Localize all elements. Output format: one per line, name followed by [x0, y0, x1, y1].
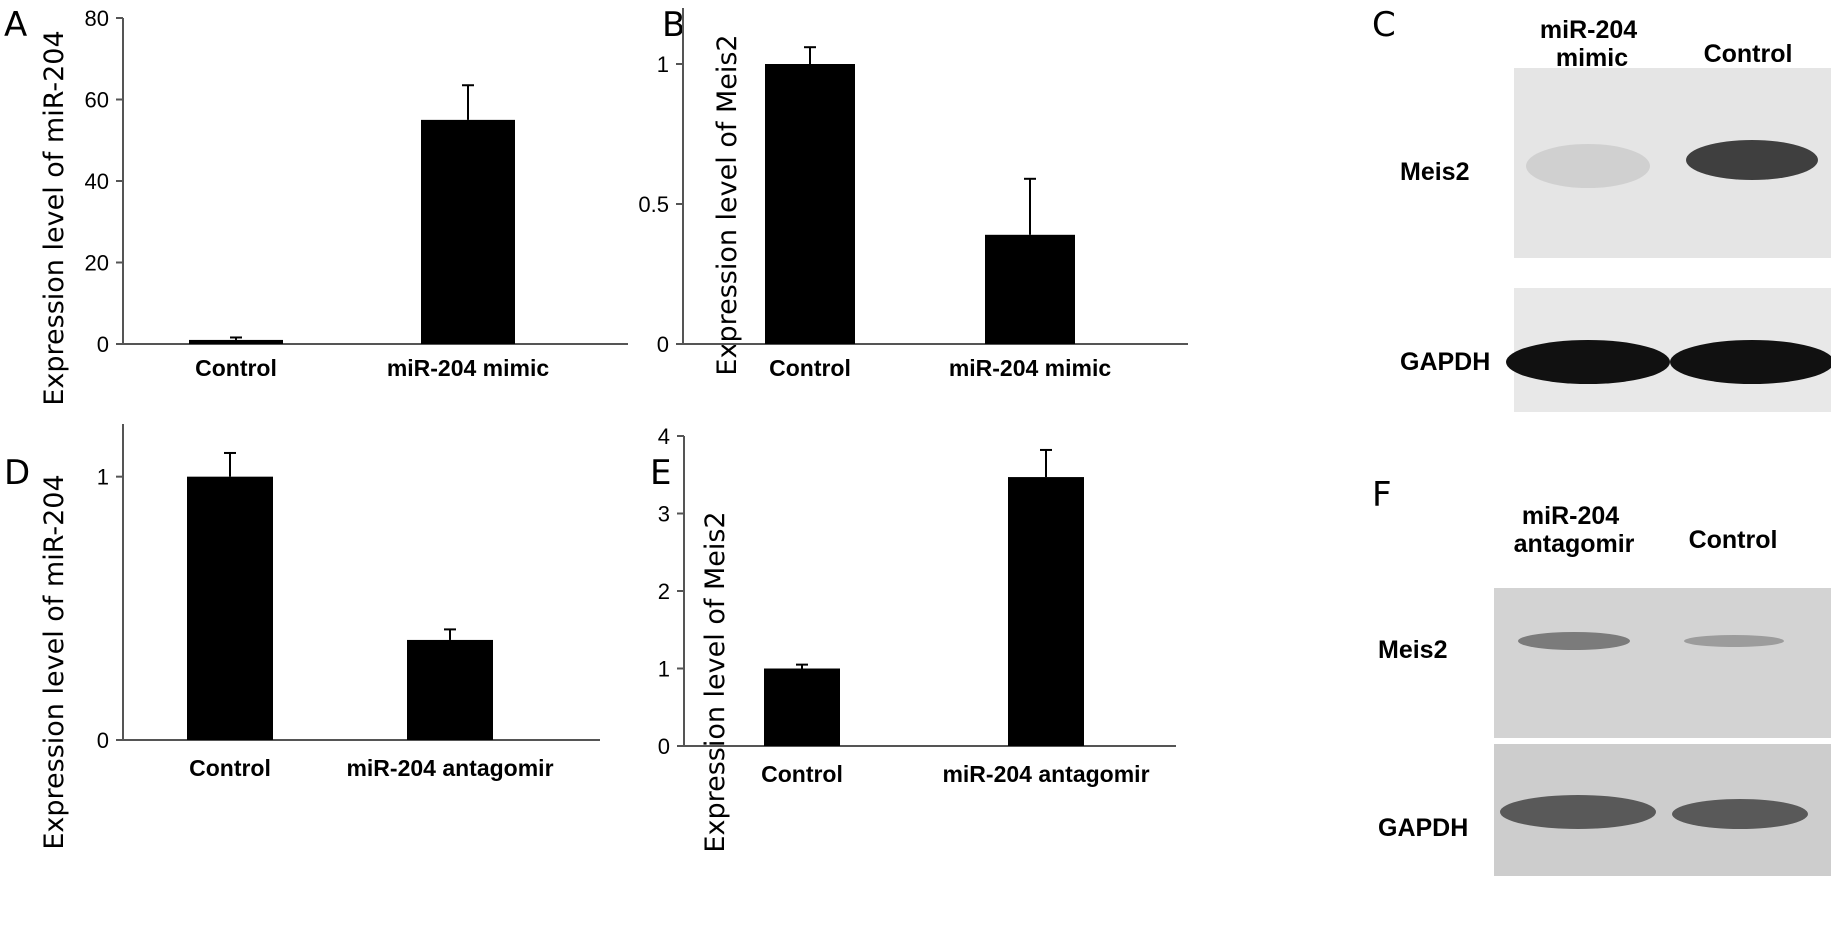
chart-a-ytick-label: 80	[85, 6, 109, 31]
chart-e-ytick-label: 2	[658, 579, 670, 604]
blot-c-meis2-band-lane-1	[1526, 144, 1650, 188]
blot-c-lane-1-label: miR-204 mimic	[1540, 16, 1644, 72]
blot-c-gapdh-band-lane-2	[1670, 340, 1831, 384]
chart-b-ytick-label: 0.5	[638, 192, 669, 217]
panel-label-e: E	[650, 453, 671, 493]
chart-e: Expression level of Meis2 0 1 2 3 4 Control mi…	[658, 424, 1176, 853]
blot-c-gapdh-band-lane-1	[1506, 340, 1670, 384]
chart-a-ytick-label: 20	[85, 251, 109, 276]
panel-label-a: A	[4, 5, 27, 45]
chart-a-ylabel: Expression level of miR-204	[39, 30, 70, 405]
chart-d-category-label: Control	[189, 755, 271, 781]
blot-f-row-gapdh-label: GAPDH	[1378, 814, 1468, 842]
blot-f-row-meis2-label: Meis2	[1378, 636, 1447, 664]
chart-e-category-label: Control	[761, 761, 843, 787]
blot-f-lane-1-line-2: antagomir	[1514, 530, 1635, 558]
chart-b-category-label: Control	[769, 355, 851, 381]
chart-b-ytick-label: 0	[657, 332, 669, 357]
blot-c-meis2-band-lane-2	[1686, 140, 1818, 180]
chart-b-ylabel: Expression level of Meis2	[712, 34, 743, 375]
chart-b: Expression level of Meis2 0 0.5 1 Control mi…	[638, 8, 1188, 381]
western-blot-f: miR-204 antagomir Control Meis2 GAPDH	[1378, 502, 1831, 876]
panel-label-d: D	[4, 453, 30, 493]
blot-c-row-gapdh-label: GAPDH	[1400, 348, 1490, 376]
chart-e-ylabel: Expression level of Meis2	[700, 511, 731, 852]
panel-label-f: F	[1372, 475, 1392, 515]
chart-e-ytick-label: 0	[658, 734, 670, 759]
chart-b-category-label: miR-204 mimic	[949, 355, 1112, 381]
panel-label-b: B	[662, 5, 685, 45]
chart-e-ytick-label: 3	[658, 502, 670, 527]
chart-a-bar	[189, 339, 283, 344]
chart-a-ytick-label: 60	[85, 88, 109, 113]
chart-e-category-label: miR-204 antagomir	[942, 761, 1149, 787]
chart-a-bar	[421, 119, 515, 344]
chart-e-ytick-label: 4	[658, 424, 670, 449]
blot-f-meis2-band-lane-2	[1684, 635, 1784, 647]
chart-b-bar	[985, 234, 1075, 344]
panel-label-c: C	[1372, 5, 1396, 45]
chart-e-bar	[764, 668, 840, 746]
chart-d-category-label: miR-204 antagomir	[346, 755, 553, 781]
western-blot-c: miR-204 mimic Control Meis2 GAPDH	[1400, 16, 1831, 412]
blot-f-lane-1-line-1: miR-204	[1522, 502, 1619, 530]
chart-a-ytick-label: 0	[97, 332, 109, 357]
chart-d-bar	[407, 639, 493, 740]
chart-b-ytick-label: 1	[657, 52, 669, 77]
blot-f-lane-2-label: Control	[1689, 526, 1778, 554]
blot-f-meis2-membrane	[1494, 588, 1831, 738]
blot-f-lane-1-label: miR-204 antagomir	[1514, 502, 1635, 558]
chart-d-bar	[187, 476, 273, 740]
chart-d-ytick-label: 0	[97, 728, 109, 753]
chart-a-category-label: Control	[195, 355, 277, 381]
chart-d-ytick-label: 1	[97, 465, 109, 490]
chart-a: Expression level of miR-204 0 20 40 60 80 Con…	[39, 6, 628, 406]
chart-e-bar	[1008, 477, 1084, 746]
chart-d: Expression level of miR-204 0 1 Control miR…	[39, 424, 600, 850]
blot-f-gapdh-band-lane-2	[1672, 799, 1808, 829]
blot-c-lane-1-line-1: miR-204	[1540, 16, 1637, 44]
chart-b-bar	[765, 64, 855, 344]
chart-e-ytick-label: 1	[658, 657, 670, 682]
blot-f-meis2-band-lane-1	[1518, 632, 1630, 650]
blot-f-gapdh-band-lane-1	[1500, 795, 1656, 829]
blot-c-lane-1-line-2: mimic	[1556, 44, 1628, 72]
blot-c-row-meis2-label: Meis2	[1400, 158, 1469, 186]
blot-c-lane-2-label: Control	[1704, 40, 1793, 68]
chart-a-ytick-label: 40	[85, 169, 109, 194]
chart-d-ylabel: Expression level of miR-204	[39, 474, 70, 849]
chart-a-category-label: miR-204 mimic	[387, 355, 550, 381]
